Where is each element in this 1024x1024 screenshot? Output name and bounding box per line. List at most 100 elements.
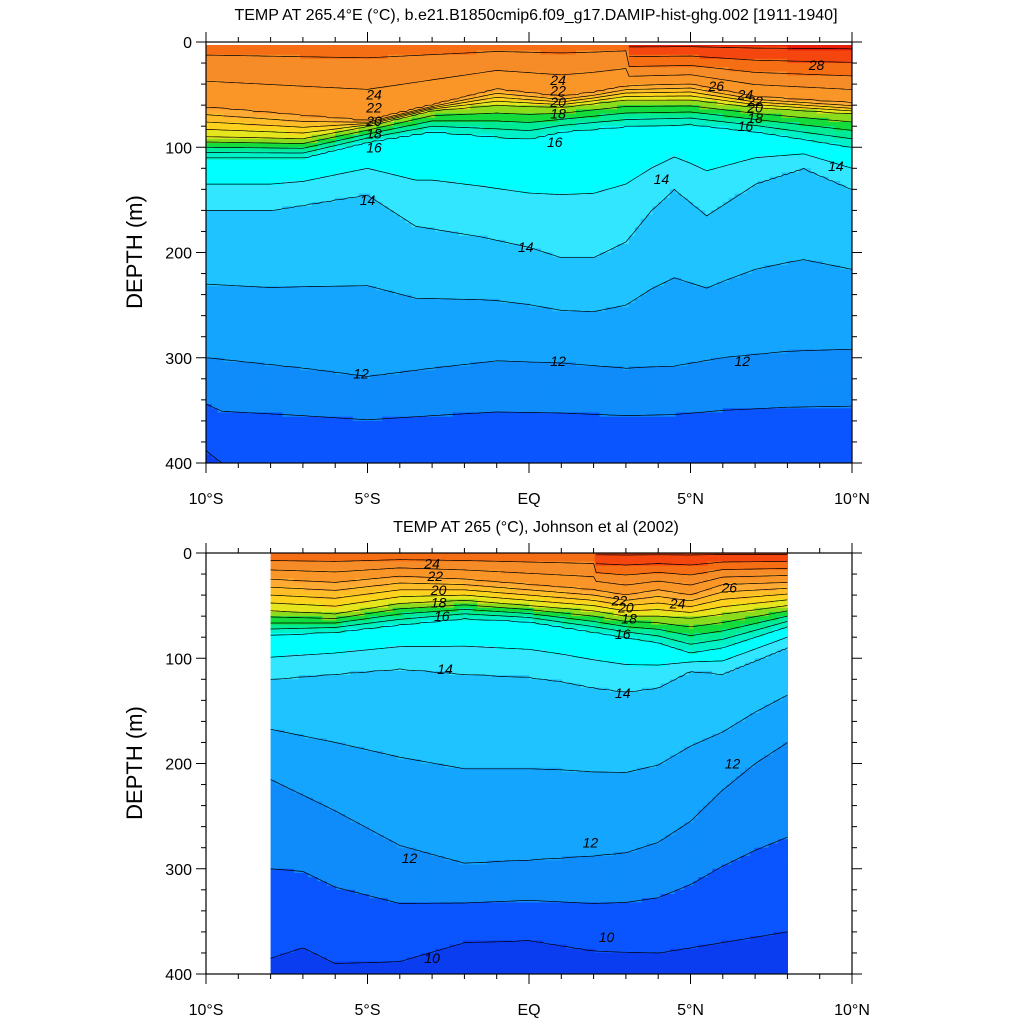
field-cell [476,307,483,313]
field-cell [452,395,460,401]
field-cell [346,138,354,144]
field-cell [476,340,483,346]
field-cell [288,67,295,73]
field-cell [470,189,477,195]
field-cell [282,437,289,443]
field-cell [223,374,231,380]
field-cell [288,92,295,98]
field-cell [452,319,460,325]
field-cell [411,54,419,60]
field-cell [440,50,448,56]
field-cell [487,294,495,300]
field-cell [482,395,489,401]
field-cell [370,180,377,186]
field-cell [370,201,377,207]
field-cell [282,336,289,342]
field-cell [358,286,366,291]
field-cell [382,100,389,106]
field-cell [282,429,289,435]
field-cell [446,298,454,304]
field-cell [452,248,460,254]
field-cell [358,159,366,165]
field-cell [440,353,448,359]
field-cell [364,126,372,132]
field-cell [493,298,501,304]
field-cell [358,256,366,262]
field-cell [458,345,465,350]
field-cell [276,54,283,60]
field-cell [352,391,360,397]
field-cell [341,168,348,174]
field-cell [235,298,242,304]
field-cell [276,391,283,397]
field-cell [282,168,289,174]
field-cell [335,256,342,262]
field-cell [376,176,383,182]
field-cell [376,298,383,304]
field-cell [223,450,231,456]
field-cell [317,361,325,367]
field-cell [376,269,383,275]
field-cell [440,290,448,296]
field-cell [323,231,330,237]
field-cell [247,185,254,190]
field-cell [399,378,407,384]
field-cell [288,374,295,380]
field-cell [493,185,501,190]
field-cell [311,294,319,300]
field-cell [299,374,307,380]
field-cell [223,260,231,266]
field-cell [446,75,454,81]
field-cell [294,88,301,94]
field-cell [487,311,495,317]
field-cell [288,311,295,317]
field-cell [346,201,354,207]
field-cell [405,143,413,148]
field-cell [294,290,301,296]
field-cell [346,130,354,136]
field-cell [446,332,454,338]
field-cell [376,151,383,157]
field-cell [382,58,389,64]
field-cell [335,366,342,371]
field-cell [341,79,348,85]
field-cell [388,294,395,300]
field-cell [299,138,307,144]
field-cell [217,433,225,439]
field-cell [370,450,377,456]
field-cell [446,383,454,388]
field-cell [382,214,389,220]
field-cell [252,71,260,77]
field-cell [393,252,401,258]
field-cell [341,416,348,422]
field-cell [323,458,330,463]
field-cell [264,324,272,329]
field-cell [440,399,448,405]
field-cell [311,126,319,132]
field-cell [440,286,448,291]
field-cell [294,366,301,371]
field-cell [458,332,465,338]
field-cell [294,353,301,359]
field-cell [317,256,325,262]
field-cell [311,404,319,409]
field-cell [323,328,330,334]
field-cell [435,370,442,376]
field-cell [288,319,295,325]
field-cell [206,277,213,283]
field-cell [446,260,454,266]
field-cell [282,214,289,220]
field-cell [429,168,436,174]
field-cell [364,425,372,430]
field-cell [482,345,489,350]
field-cell [358,420,366,426]
field-cell [270,319,278,325]
field-cell [370,370,377,376]
field-cell [446,92,454,98]
field-cell [493,277,501,283]
field-cell [458,185,465,190]
field-cell [247,361,254,367]
field-cell [299,159,307,165]
field-cell [270,425,278,430]
field-cell [452,100,460,106]
